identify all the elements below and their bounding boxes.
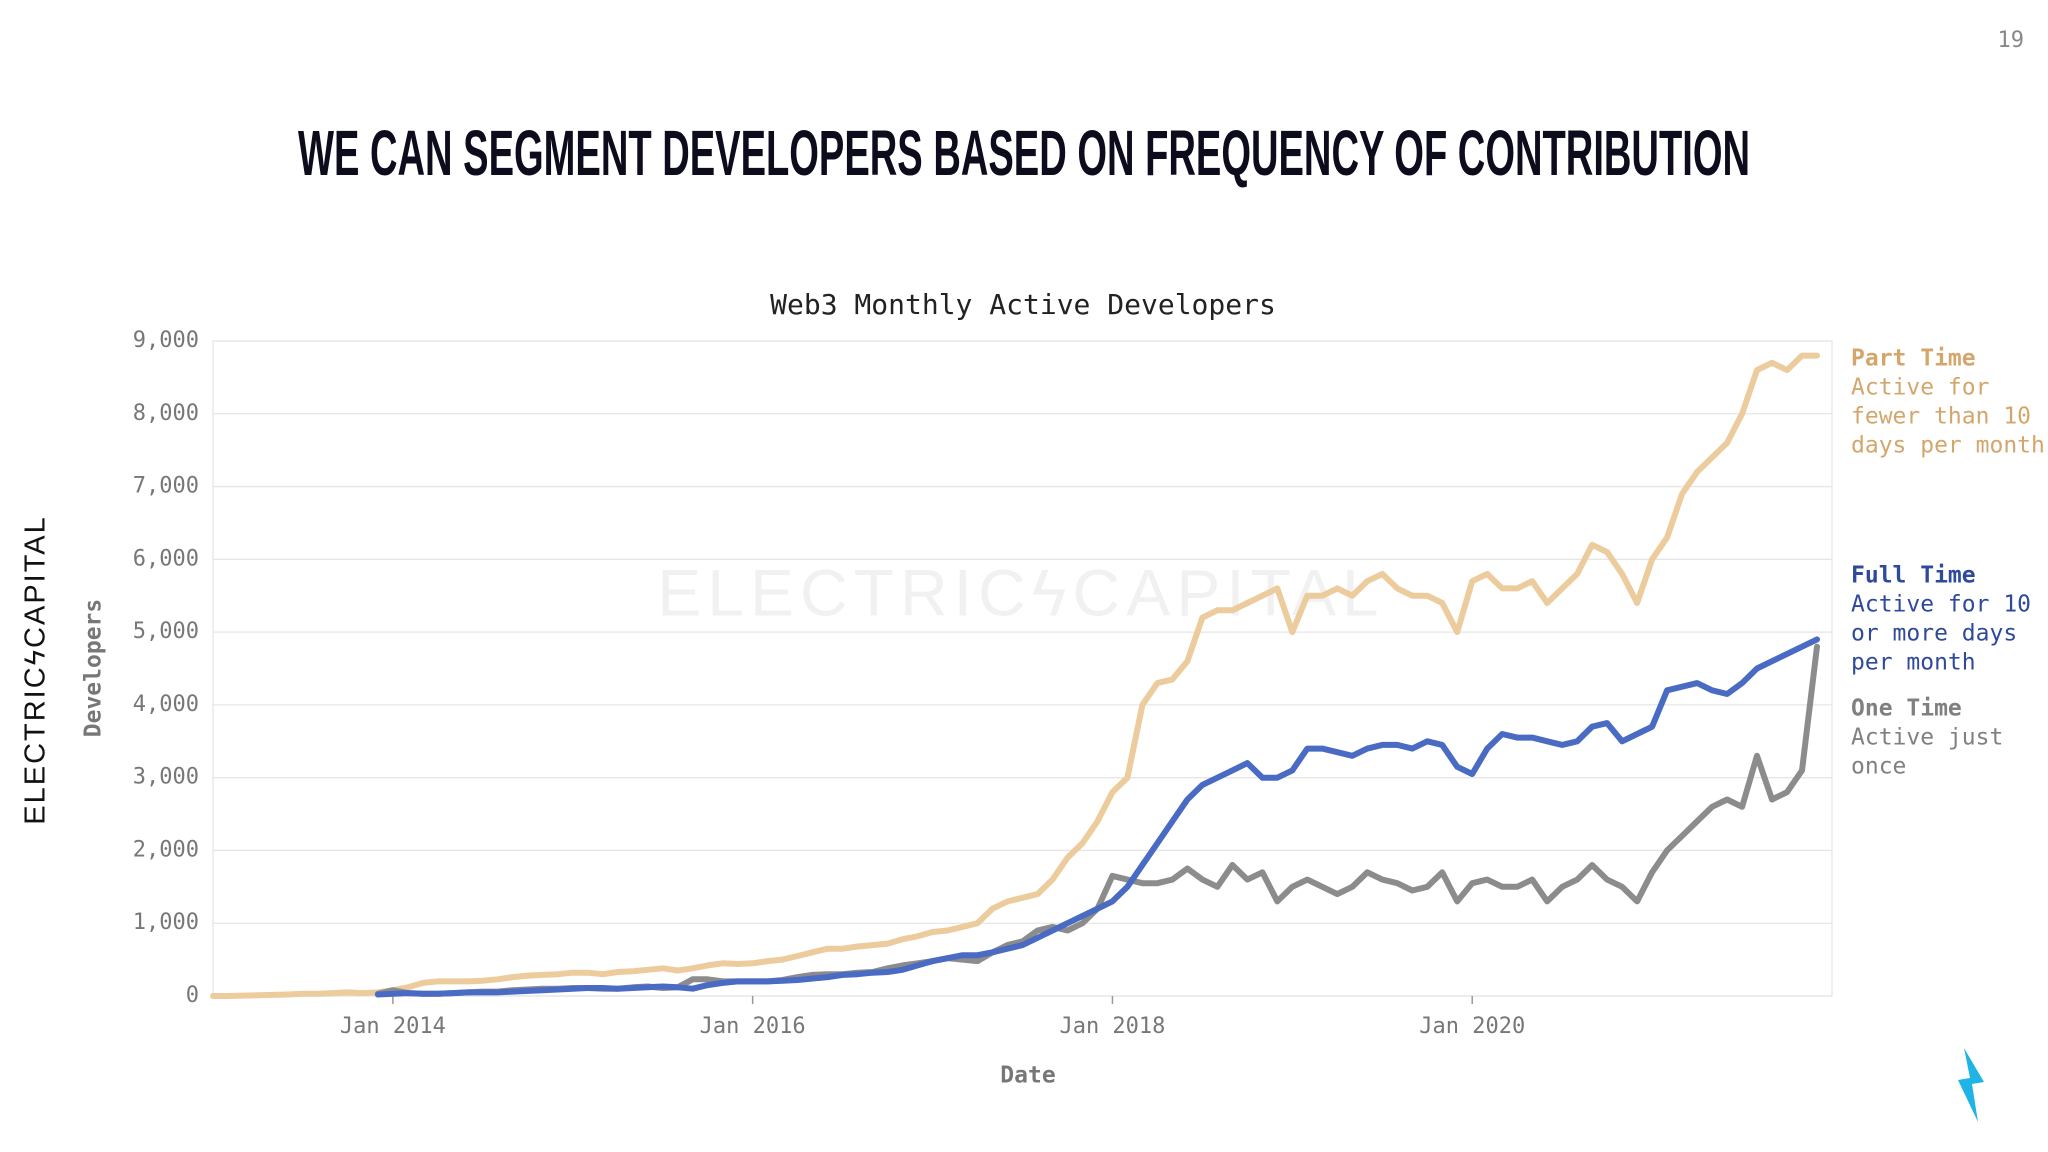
legend-name: Full Time (1851, 563, 1976, 589)
headline: WE CAN SEGMENT DEVELOPERS BASED ON FREQU… (298, 117, 1750, 189)
y-tick-label: 9,000 (133, 328, 199, 353)
bolt-icon (1958, 1048, 1984, 1122)
y-tick-label: 1,000 (133, 910, 199, 935)
legend-description: per month (1851, 650, 1976, 676)
legend-description: or more days (1851, 621, 2017, 647)
y-axis-label: Developers (81, 599, 107, 737)
x-tick-label: Jan 2014 (340, 1014, 446, 1039)
y-tick-label: 5,000 (133, 619, 199, 644)
y-tick-label: 0 (186, 983, 199, 1008)
series-line (374, 636, 1820, 998)
y-tick-label: 8,000 (133, 401, 199, 426)
y-tick-label: 4,000 (133, 692, 199, 717)
legend-description: fewer than 10 (1851, 404, 2031, 430)
y-tick-label: 6,000 (133, 546, 199, 571)
legend-name: Part Time (1851, 346, 1976, 372)
legend-description: Active for (1851, 375, 1989, 401)
legend-description: days per month (1851, 433, 2045, 459)
legend-description: Active for 10 (1851, 592, 2031, 618)
x-tick-label: Jan 2020 (1419, 1014, 1525, 1039)
legend-description: Active just (1851, 725, 2003, 751)
legend-description: once (1851, 754, 1906, 780)
x-tick-label: Jan 2016 (700, 1014, 806, 1039)
page-number: 19 (1998, 28, 2025, 53)
legend-name: One Time (1851, 696, 1962, 722)
y-tick-label: 7,000 (133, 474, 199, 499)
series-line (210, 352, 1820, 999)
y-tick-label: 3,000 (133, 765, 199, 790)
y-tick-label: 2,000 (133, 837, 199, 862)
logo: ELECTRICϟCAPITAL (20, 515, 52, 824)
chart-title: Web3 Monthly Active Developers (770, 288, 1276, 321)
x-axis-label: Date (1000, 1063, 1055, 1089)
watermark: ELECTRICϟCAPITAL (657, 555, 1385, 629)
x-tick-label: Jan 2018 (1059, 1014, 1165, 1039)
